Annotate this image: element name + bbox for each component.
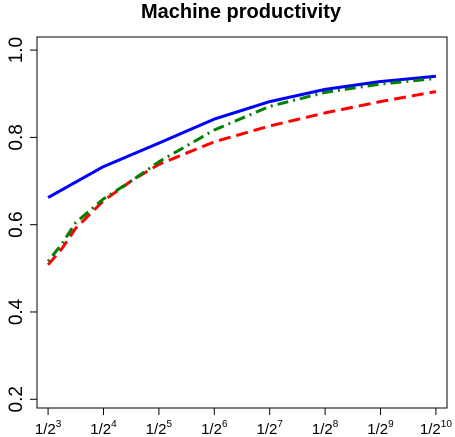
x-tick-label: 1/210	[420, 419, 452, 437]
x-tick-label: 1/23	[35, 419, 62, 437]
x-tick-label-base: 1/2	[367, 421, 388, 437]
y-tick-label: 1.0	[6, 37, 27, 63]
x-tick-label: 1/29	[367, 419, 394, 437]
series-line-dashed	[46, 90, 437, 266]
x-tick-label-base: 1/2	[35, 421, 56, 437]
x-tick-label: 1/27	[256, 419, 283, 437]
x-axis: 1/23 1/24 1/25 1/26 1/27 1/28 1/29 1/210	[35, 407, 452, 437]
series-line-solid	[47, 74, 437, 199]
y-tick-label: 0.2	[6, 386, 27, 412]
x-tick-label-exponent: 9	[388, 419, 394, 430]
x-tick-label-exponent: 7	[277, 419, 283, 430]
x-tick-label: 1/26	[201, 419, 228, 437]
x-tick-label-base: 1/2	[312, 421, 333, 437]
x-tick-label-base: 1/2	[256, 421, 277, 437]
plot-frame	[36, 36, 448, 409]
x-tick-label-base: 1/2	[146, 421, 167, 437]
chart-title: Machine productivity	[141, 1, 342, 23]
x-tick-label: 1/25	[146, 419, 173, 437]
y-tick-label: 0.8	[6, 124, 27, 150]
series-line-dotdash	[46, 77, 437, 263]
x-tick-label-base: 1/2	[420, 421, 441, 437]
x-tick-label-base: 1/2	[201, 421, 222, 437]
y-tick-label: 0.4	[6, 298, 27, 325]
x-tick-label-exponent: 8	[333, 419, 339, 430]
x-tick-label-exponent: 3	[56, 419, 62, 430]
x-tick-label: 1/28	[312, 419, 339, 437]
y-axis: 0.2 0.4 0.6 0.8 1.0	[6, 37, 38, 412]
y-tick-label: 0.6	[6, 211, 27, 237]
x-tick-label-exponent: 10	[441, 419, 453, 430]
x-tick-label: 1/24	[90, 419, 117, 437]
x-tick-label-exponent: 6	[222, 419, 228, 430]
series-layer	[46, 74, 437, 266]
x-tick-label-base: 1/2	[90, 421, 111, 437]
x-tick-label-exponent: 4	[111, 419, 117, 430]
x-tick-label-exponent: 5	[167, 419, 173, 430]
